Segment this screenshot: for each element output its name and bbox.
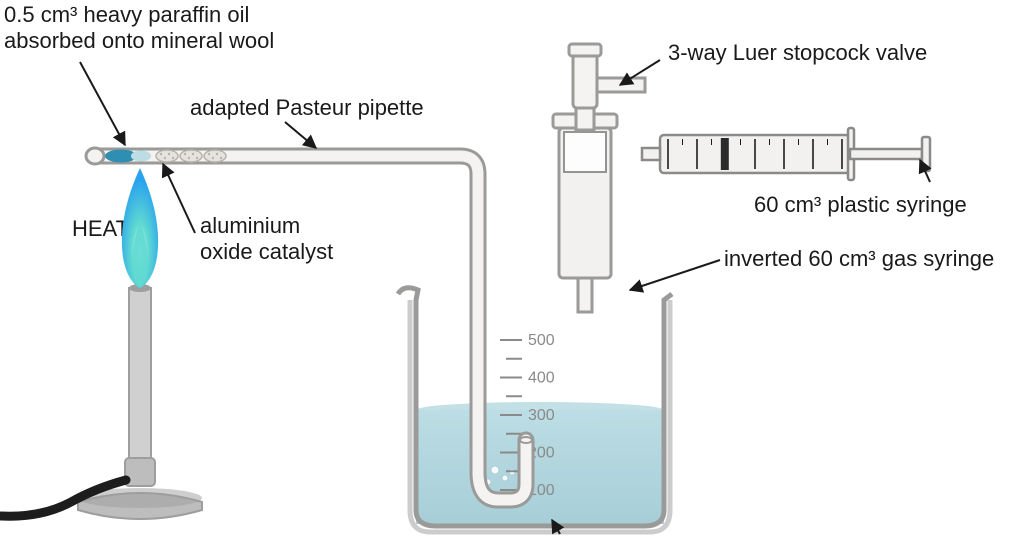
syringe-assembly (553, 44, 930, 312)
diagram-stage: 0.5 cm³ heavy paraffin oil absorbed onto… (0, 0, 1024, 536)
catalyst-granule (156, 150, 178, 162)
svg-text:500: 500 (528, 332, 555, 349)
apparatus-svg: 500400300200100 (0, 0, 1024, 536)
mineral-wool (131, 151, 151, 162)
label-arrow (80, 62, 125, 145)
catalyst-granule (204, 150, 226, 162)
label-arrow (285, 122, 316, 148)
svg-text:300: 300 (528, 407, 555, 424)
stopcock-body (573, 54, 597, 108)
bunsen-burner (1, 168, 202, 519)
label-arrow (630, 260, 720, 290)
svg-text:400: 400 (528, 370, 555, 387)
label-arrow (163, 164, 195, 233)
catalyst-granule (180, 150, 202, 162)
beaker: 500400300200100 (398, 288, 672, 532)
